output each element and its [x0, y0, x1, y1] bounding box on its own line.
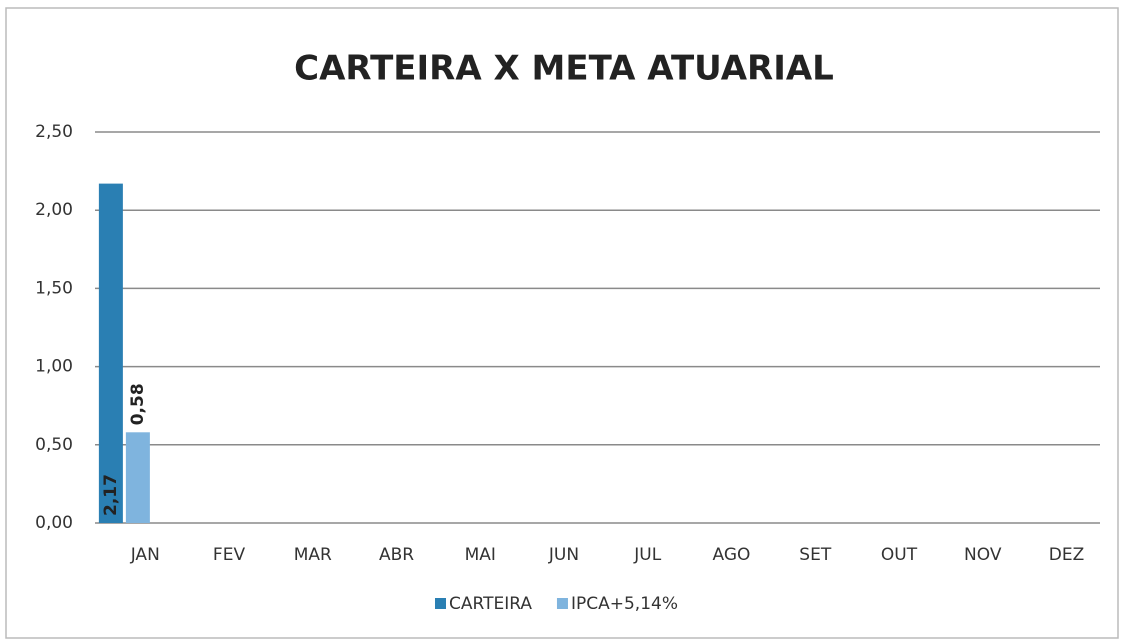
x-tick-label: MAI — [465, 545, 496, 565]
x-tick-label: SET — [799, 545, 832, 565]
y-tick-label: 2,50 — [35, 122, 73, 142]
y-tick-label: 0,00 — [35, 513, 73, 533]
legend-swatch — [556, 598, 568, 609]
legend-label: CARTEIRA — [449, 594, 532, 614]
x-tick-label: AGO — [713, 545, 751, 565]
x-tick-label: DEZ — [1049, 545, 1084, 565]
x-tick-label: OUT — [881, 545, 918, 565]
legend-swatch — [435, 598, 446, 609]
y-tick-label: 2,00 — [35, 200, 73, 220]
chart-frame — [5, 7, 1119, 639]
bar — [98, 183, 123, 523]
y-tick-label: 1,00 — [35, 357, 73, 377]
x-tick-label: ABR — [379, 545, 414, 565]
x-tick-label: JUN — [548, 545, 579, 565]
x-tick-label: MAR — [294, 545, 332, 565]
x-tick-label: JAN — [130, 545, 160, 565]
bar — [125, 432, 150, 523]
legend-label: IPCA+5,14% — [571, 594, 678, 614]
x-tick-label: FEV — [213, 545, 246, 565]
y-tick-label: 1,50 — [35, 278, 73, 298]
data-label: 2,17 — [101, 474, 121, 516]
chart-title: CARTEIRA X META ATUARIAL — [294, 49, 834, 89]
y-tick-label: 0,50 — [35, 435, 73, 455]
x-tick-label: NOV — [964, 545, 1002, 565]
data-label: 0,58 — [128, 383, 148, 425]
x-tick-label: JUL — [633, 545, 661, 565]
